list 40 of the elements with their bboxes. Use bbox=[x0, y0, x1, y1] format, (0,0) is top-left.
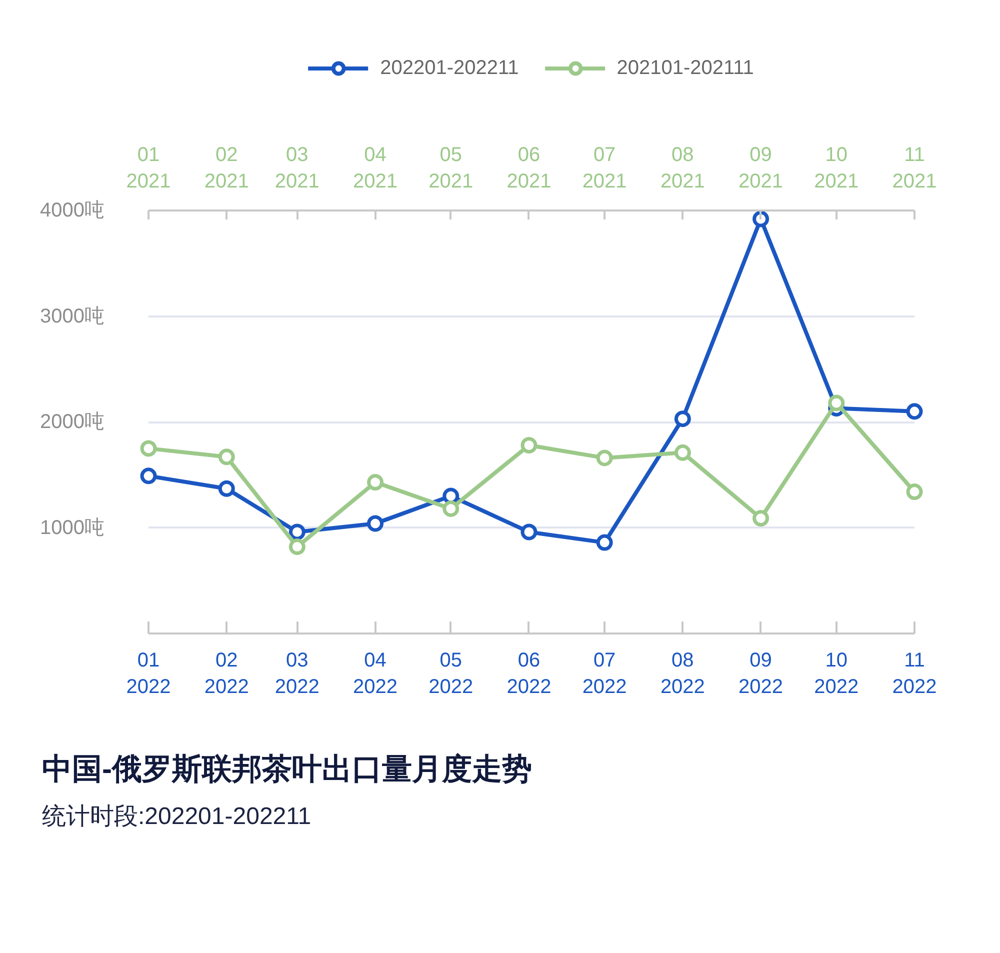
text: 统计时段:202201-202211 bbox=[42, 802, 312, 832]
point bbox=[906, 403, 923, 420]
y-tick-label: 3000吨 bbox=[40, 305, 105, 328]
x-tick-label: 11 2022 bbox=[892, 650, 937, 698]
x2-tick-label: 10 2021 bbox=[814, 144, 859, 192]
x2-tick-label: 06 2021 bbox=[506, 144, 552, 192]
x-tick-label: 06 2022 bbox=[506, 650, 552, 698]
point bbox=[367, 515, 384, 532]
x-tick-label: 04 2022 bbox=[353, 650, 398, 698]
legend-label: 202101-202111 bbox=[616, 56, 754, 80]
x-tick-label: 05 2022 bbox=[428, 650, 474, 698]
x2-tick-label: 09 2021 bbox=[738, 144, 784, 192]
text: 中国-俄罗斯联邦茶叶出口量月度走势 bbox=[42, 752, 532, 788]
point bbox=[520, 524, 538, 540]
y-tick-label: 2000吨 bbox=[40, 411, 105, 433]
legend-label: 202201-202211 bbox=[380, 56, 519, 80]
x2-tick-label: 02 2021 bbox=[204, 144, 249, 192]
x2-tick-label: 01 2021 bbox=[126, 144, 171, 192]
x-tick-label: 09 2022 bbox=[738, 650, 784, 698]
x2-tick-label: 07 2021 bbox=[582, 144, 627, 192]
point bbox=[752, 210, 770, 228]
point bbox=[442, 488, 460, 504]
point bbox=[596, 534, 613, 551]
x2-tick-label: 11 2021 bbox=[892, 144, 937, 192]
point bbox=[674, 410, 691, 428]
point bbox=[140, 468, 157, 484]
x-tick-label: 03 2022 bbox=[274, 650, 320, 698]
y-tick-label: 4000吨 bbox=[40, 200, 105, 222]
x-tick-label: 07 2022 bbox=[582, 650, 627, 698]
x2-tick-label: 08 2021 bbox=[660, 144, 705, 192]
x-tick-label: 02 2022 bbox=[204, 650, 249, 698]
point bbox=[288, 524, 306, 540]
x-tick-label: 08 2022 bbox=[660, 650, 705, 698]
x2-tick-label: 03 2021 bbox=[274, 144, 320, 192]
x-tick-label: 01 2022 bbox=[126, 650, 171, 698]
x2-tick-label: 05 2021 bbox=[428, 144, 474, 192]
y-tick-label: 1000吨 bbox=[40, 516, 105, 539]
x-tick-label: 10 2022 bbox=[814, 650, 859, 698]
x2-tick-label: 04 2021 bbox=[353, 144, 398, 192]
point bbox=[218, 480, 235, 497]
